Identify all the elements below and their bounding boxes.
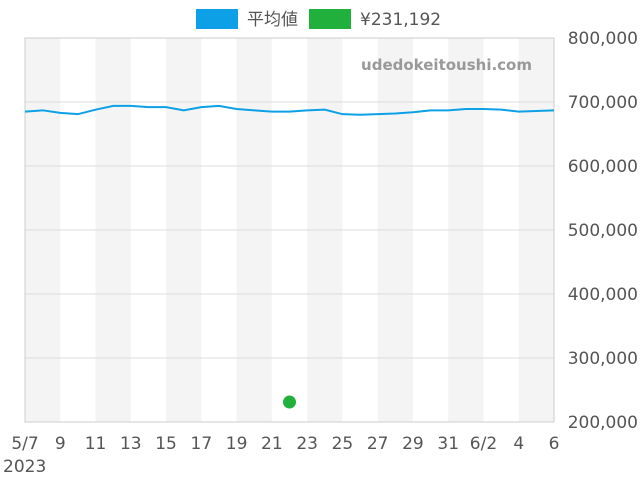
legend-swatch-average (196, 9, 238, 29)
legend: 平均値 ¥231,192 (196, 9, 441, 30)
x-tick-label: 21 (261, 434, 283, 454)
y-tick-label: 700,000 (568, 93, 638, 113)
x-year-label: 2023 (3, 457, 46, 477)
legend-swatch-sold (309, 9, 351, 29)
x-tick-label: 27 (367, 434, 389, 454)
average-price-line (24, 104, 555, 116)
x-tick-label: 11 (85, 434, 107, 454)
plot-frame (24, 37, 555, 423)
x-tick-label: 29 (402, 434, 424, 454)
y-tick-label: 400,000 (568, 285, 638, 305)
legend-label-average: 平均値 (247, 10, 298, 30)
x-tick-label: 15 (155, 434, 177, 454)
y-tick-label: 800,000 (568, 29, 638, 49)
x-tick-label: 23 (296, 434, 318, 454)
watermark: udedokeitoushi.com (361, 56, 532, 74)
y-tick-label: 500,000 (568, 221, 638, 241)
x-tick-label: 13 (120, 434, 142, 454)
x-tick-label: 6 (549, 434, 560, 454)
x-tick-label: 17 (191, 434, 213, 454)
y-axis-ticks: 200,000 300,000 400,000 500,000 600,000 700,0… (568, 29, 638, 433)
x-tick-label: 25 (332, 434, 354, 454)
sold-price-point (283, 395, 296, 409)
x-tick-label: 5/7 (11, 434, 38, 454)
y-tick-label: 600,000 (568, 157, 638, 177)
y-tick-label: 200,000 (568, 413, 638, 433)
legend-label-sold: ¥231,192 (360, 10, 441, 30)
x-tick-label: 4 (513, 434, 524, 454)
x-tick-label: 9 (55, 434, 66, 454)
x-tick-label: 19 (226, 434, 248, 454)
x-tick-label: 6/2 (470, 434, 497, 454)
y-tick-label: 300,000 (568, 349, 638, 369)
x-tick-label: 31 (437, 434, 459, 454)
x-axis-ticks: 5/7 9 11 13 15 17 19 21 23 25 27 29 31 6/2 4 6 (11, 434, 559, 454)
series-layer (24, 104, 555, 409)
